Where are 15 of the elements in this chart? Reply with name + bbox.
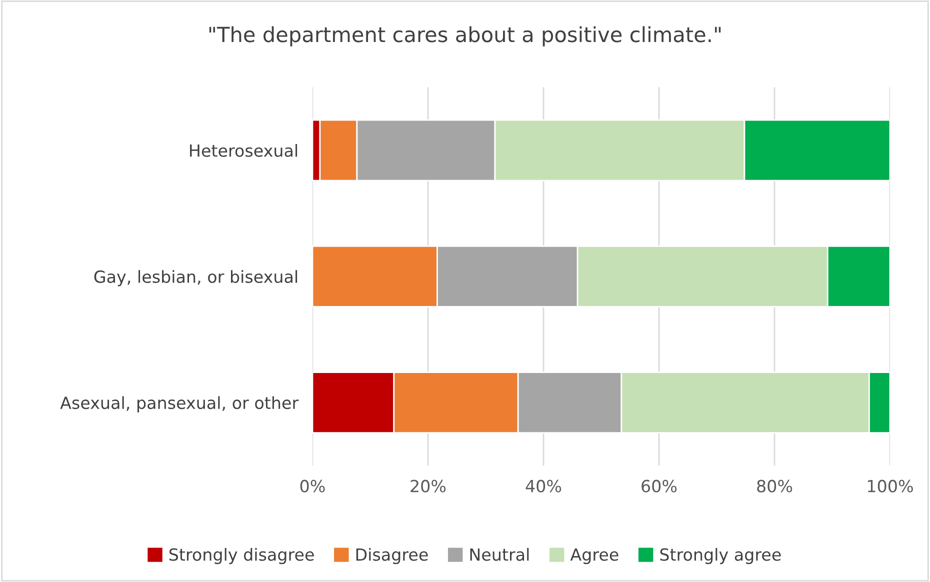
- x-tick-label: 40%: [526, 480, 562, 492]
- x-tick-label: 100%: [868, 480, 913, 492]
- legend-label: Agree: [570, 548, 618, 564]
- legend-label: Strongly disagree: [169, 548, 314, 564]
- y-tick-label: Heterosexual: [190, 144, 298, 157]
- y-tick-label: Gay, lesbian, or bisexual: [94, 270, 298, 286]
- legend-label: Neutral: [470, 548, 529, 561]
- x-tick-label: 20%: [410, 480, 446, 492]
- y-tick-label: Asexual, pansexual, or other: [60, 396, 299, 412]
- chart-title: "The department cares about a positive climate.": [209, 26, 721, 46]
- x-tick-label: 80%: [757, 480, 792, 492]
- legend-label: Strongly agree: [660, 548, 781, 564]
- x-tick-label: 60%: [642, 480, 677, 492]
- legend-label: Disagree: [356, 548, 428, 564]
- x-tick-label: 0%: [300, 480, 325, 492]
